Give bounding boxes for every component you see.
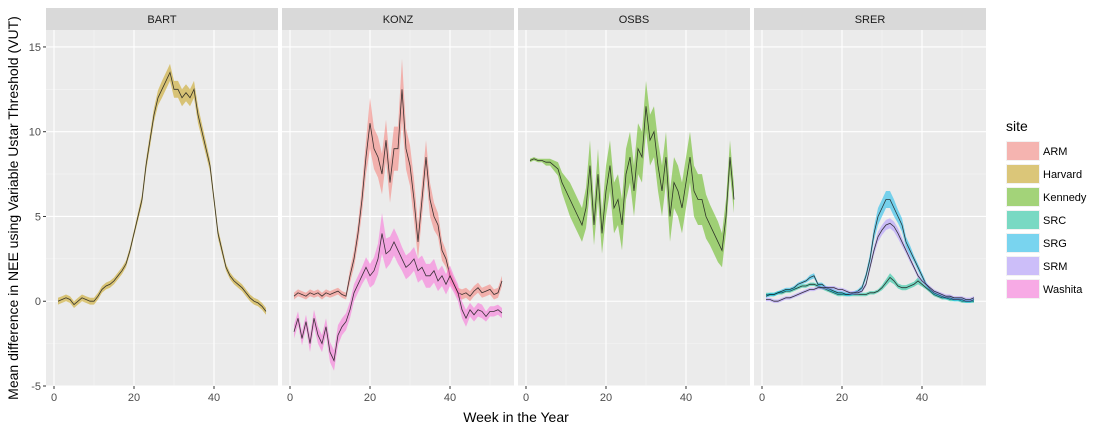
x-tick-label: 20 [128,392,140,404]
x-axis-title: Week in the Year [463,409,569,425]
x-tick-label: 40 [444,392,456,404]
panel-background [754,30,986,386]
facet-strip [754,8,986,30]
legend-label-arm: ARM [1043,146,1067,158]
x-tick-label: 40 [916,392,928,404]
y-tick-label: 10 [29,127,41,139]
x-tick-label: 0 [759,392,765,404]
series-ribbon-harvard [58,63,266,315]
series-line-src [766,276,974,302]
x-tick-label: 0 [51,392,57,404]
facet-strip-label: KONZ [383,14,414,26]
legend-label-harvard: Harvard [1043,169,1082,181]
legend-key-arm [1007,142,1039,160]
legend-label-srm: SRM [1043,261,1067,273]
y-axis-title: Mean difference in NEE using Variable Us… [5,16,21,400]
facet-strip [518,8,750,30]
legend-label-src: SRC [1043,215,1066,227]
x-tick-label: 0 [287,392,293,404]
series-ribbon-washita [294,213,502,371]
series-line-srm [766,222,975,302]
facet-strip-label: SRER [855,14,886,26]
legend-key-kennedy [1007,188,1039,206]
legend-key-harvard [1007,165,1039,183]
y-tick-label: -5 [31,381,41,393]
legend-title: site [1006,118,1028,134]
legend-label-washita: Washita [1043,284,1083,296]
y-tick-label: 0 [35,296,41,308]
y-tick-label: 15 [29,42,41,54]
series-ribbon-srm [766,218,974,303]
series-line-srg [765,199,975,302]
legend-key-washita [1007,280,1039,298]
legend-label-kennedy: Kennedy [1043,192,1087,204]
facet-strip-label: OSBS [619,14,650,26]
legend-key-srm [1007,257,1039,275]
x-tick-label: 40 [208,392,220,404]
legend-label-srg: SRG [1043,238,1067,250]
x-tick-label: 20 [600,392,612,404]
facet-strip [282,8,514,30]
facet-strip-label: BART [147,14,176,26]
legend-key-srg [1007,234,1039,252]
x-tick-label: 0 [523,392,529,404]
x-tick-label: 20 [364,392,376,404]
x-tick-label: 20 [836,392,848,404]
legend-key-src [1007,211,1039,229]
series-line-harvard [57,71,267,312]
x-tick-label: 40 [680,392,692,404]
series-line-arm [293,89,503,297]
facet-strip [46,8,278,30]
series-line-washita [293,233,503,362]
series-line-kennedy [529,106,735,252]
y-tick-label: 5 [35,211,41,223]
